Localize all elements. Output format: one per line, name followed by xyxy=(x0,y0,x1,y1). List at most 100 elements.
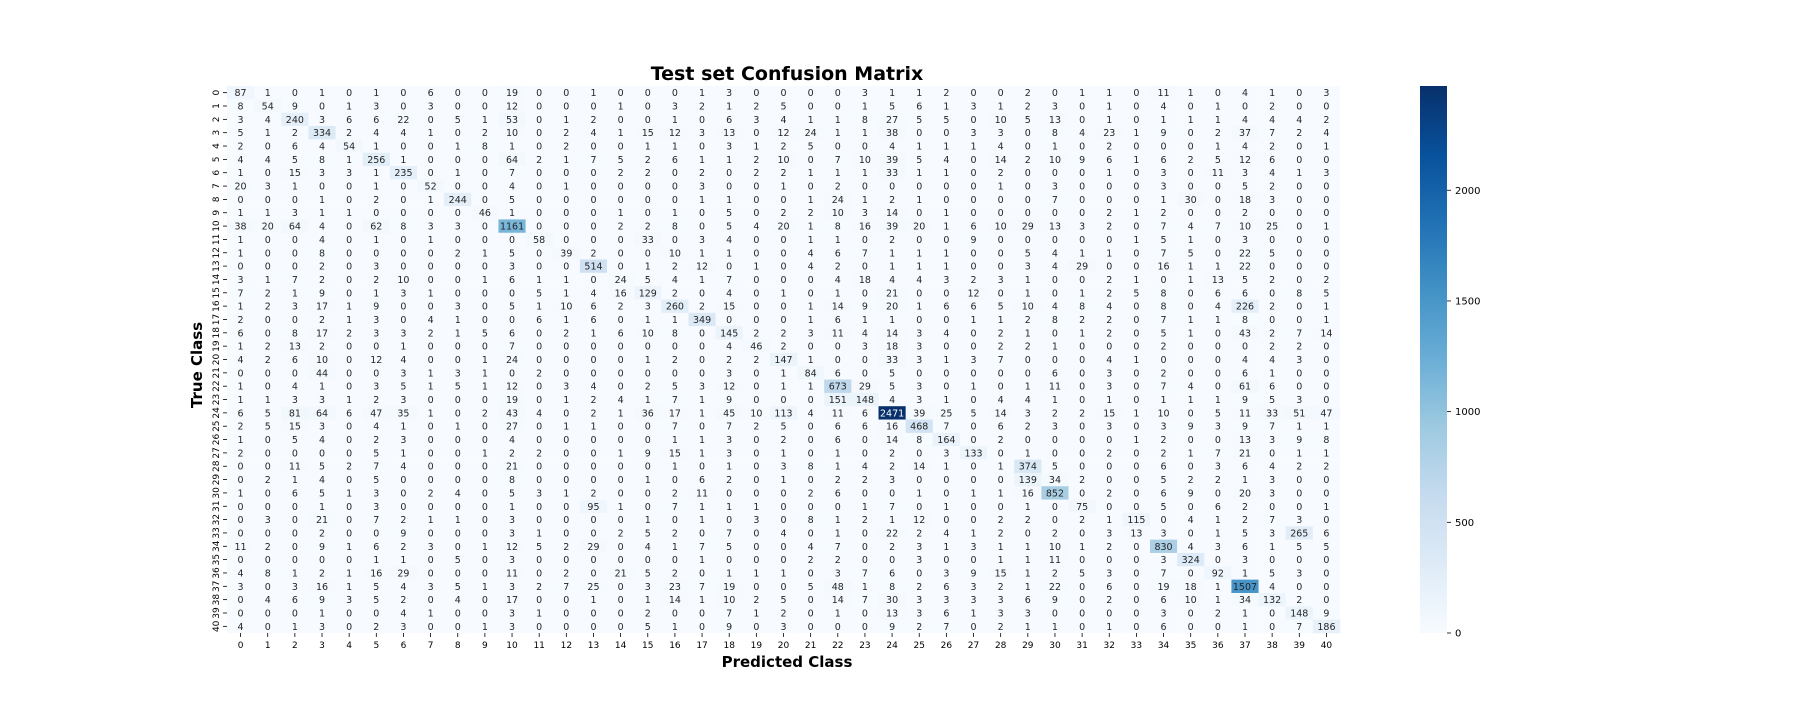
cell-value: 1 xyxy=(1052,622,1058,633)
cell-value: 0 xyxy=(916,235,922,246)
heatmap-cell xyxy=(362,152,391,167)
x-tick-label: 17 xyxy=(696,641,707,651)
heatmap-cell xyxy=(308,286,336,300)
cell-value: 1 xyxy=(943,208,949,219)
cell-value: 1 xyxy=(998,555,1004,566)
cell-value: 6 xyxy=(1161,462,1167,473)
heatmap-cell xyxy=(1041,286,1069,300)
heatmap-cell xyxy=(525,312,554,327)
cell-value: 7 xyxy=(889,502,895,513)
cell-value: 5 xyxy=(400,382,406,393)
cell-value: 0 xyxy=(265,528,271,539)
heatmap-cell xyxy=(498,272,526,287)
cell-value: 0 xyxy=(563,168,569,179)
heatmap-cell xyxy=(851,312,879,327)
heatmap-cell xyxy=(824,272,852,287)
heatmap-cell xyxy=(362,86,391,100)
cell-value: 0 xyxy=(998,262,1004,273)
cell-value: 0 xyxy=(1079,182,1085,193)
cell-value: 13 xyxy=(723,128,735,139)
heatmap-cell xyxy=(308,86,336,100)
cell-value: 0 xyxy=(1269,608,1275,619)
heatmap-cell xyxy=(498,299,526,314)
cell-value: 2 xyxy=(835,475,841,486)
heatmap-cell xyxy=(634,246,662,260)
cell-value: 1161 xyxy=(500,222,524,233)
cell-value: 3 xyxy=(916,328,922,339)
cell-value: 4 xyxy=(808,262,814,273)
cell-value: 0 xyxy=(699,288,705,299)
cell-value: 0 xyxy=(808,528,814,539)
cell-value: 2 xyxy=(373,622,379,633)
cell-value: 0 xyxy=(1106,195,1112,206)
cell-value: 0 xyxy=(1079,208,1085,219)
cell-value: 0 xyxy=(536,328,542,339)
heatmap-cell xyxy=(444,312,472,327)
cell-value: 2 xyxy=(265,342,271,353)
cell-value: 19 xyxy=(1158,582,1170,593)
cell-value: 0 xyxy=(1052,288,1058,299)
heatmap-cell xyxy=(1312,192,1341,207)
heatmap-cell xyxy=(335,179,364,194)
cell-value: 129 xyxy=(639,288,657,299)
cell-value: 0 xyxy=(726,182,732,193)
cell-value: 5 xyxy=(1133,288,1139,299)
cell-value: 1 xyxy=(726,195,732,206)
heatmap-cell xyxy=(987,286,1015,300)
cell-value: 0 xyxy=(482,475,488,486)
cell-value: 0 xyxy=(428,422,434,433)
heatmap-cell xyxy=(634,112,662,127)
cell-value: 0 xyxy=(753,248,759,259)
heatmap-cell xyxy=(987,192,1015,207)
heatmap-cell xyxy=(1041,166,1069,180)
heatmap-cell xyxy=(987,152,1015,167)
heatmap-cell xyxy=(1312,99,1341,113)
cell-value: 4 xyxy=(862,462,868,473)
cell-value: 15 xyxy=(723,302,735,313)
cell-value: 14 xyxy=(886,208,898,219)
cell-value: 0 xyxy=(1052,328,1058,339)
cell-value: 0 xyxy=(1323,475,1329,486)
cell-value: 0 xyxy=(753,582,759,593)
cell-value: 4 xyxy=(400,355,406,366)
heatmap-cell xyxy=(932,299,961,314)
cell-value: 7 xyxy=(699,582,705,593)
heatmap-cell xyxy=(1041,232,1069,247)
cell-value: 4 xyxy=(1052,262,1058,273)
heatmap-cell xyxy=(1068,219,1096,234)
cell-value: 1 xyxy=(970,488,976,499)
cell-value: 3 xyxy=(1052,182,1058,193)
heatmap-cell xyxy=(661,232,689,247)
cell-value: 0 xyxy=(1296,235,1302,246)
cell-value: 16 xyxy=(1022,488,1034,499)
heatmap-cell xyxy=(471,126,499,140)
heatmap-cell xyxy=(1285,299,1314,314)
cell-value: 0 xyxy=(1188,608,1194,619)
heatmap-cell xyxy=(959,166,988,180)
heatmap-cell xyxy=(1122,112,1151,127)
heatmap-cell xyxy=(932,272,961,287)
cell-value: 3 xyxy=(1296,568,1302,579)
heatmap-cell xyxy=(389,286,418,300)
heatmap-cell xyxy=(1204,179,1232,194)
cell-value: 2 xyxy=(1188,155,1194,166)
cell-value: 2 xyxy=(780,435,786,446)
cell-value: 145 xyxy=(720,328,738,339)
heatmap-cell xyxy=(281,152,309,167)
cell-value: 0 xyxy=(808,155,814,166)
heatmap-cell xyxy=(661,299,689,314)
cell-value: 0 xyxy=(780,195,786,206)
heatmap-cell xyxy=(308,99,336,113)
cell-value: 0 xyxy=(1133,488,1139,499)
heatmap-cell xyxy=(498,179,526,194)
heatmap-cell xyxy=(471,246,499,260)
heatmap-cell xyxy=(932,232,961,247)
cell-value: 1 xyxy=(916,488,922,499)
cell-value: 0 xyxy=(563,595,569,606)
chart-title: Test set Confusion Matrix xyxy=(651,63,924,85)
cell-value: 0 xyxy=(346,195,352,206)
heatmap-cell xyxy=(1095,126,1124,140)
heatmap-cell xyxy=(227,232,255,247)
cell-value: 9 xyxy=(292,102,298,113)
cell-value: 0 xyxy=(916,128,922,139)
